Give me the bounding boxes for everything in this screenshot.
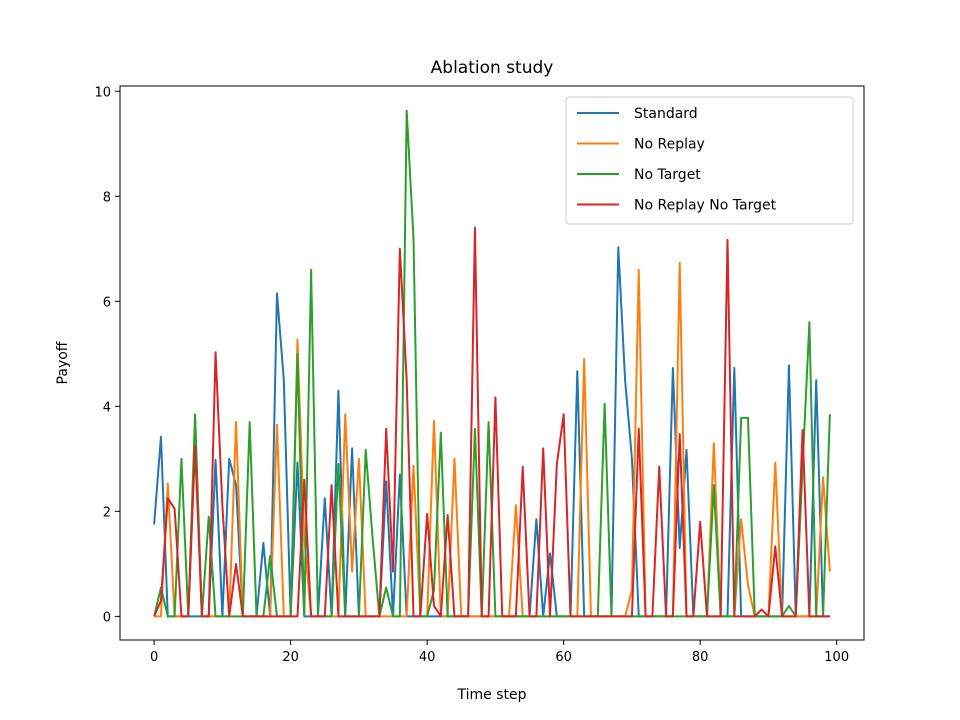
- x-tick-label: 100: [824, 650, 849, 665]
- y-axis: 0 2 4 6 8 10: [94, 85, 120, 625]
- legend: Standard No Replay No Target No Replay No T…: [565, 96, 854, 225]
- x-tick-label: 60: [555, 650, 572, 665]
- legend-label-1: No Replay: [634, 137, 705, 153]
- y-axis-label: Payoff: [55, 341, 71, 384]
- y-tick-label: 4: [103, 400, 111, 415]
- y-tick-label: 10: [94, 85, 111, 100]
- chart-title: Ablation study: [431, 58, 554, 78]
- plot-area: [153, 109, 831, 618]
- x-axis-label: Time step: [457, 687, 527, 703]
- legend-label-2: No Target: [634, 167, 701, 183]
- legend-label-0: Standard: [634, 106, 698, 122]
- x-tick-label: 40: [419, 650, 436, 665]
- x-axis: 0 20 40 60 80 100: [150, 640, 849, 665]
- y-tick-label: 6: [103, 295, 111, 310]
- legend-label-3: No Replay No Target: [634, 198, 777, 214]
- plot-frame: [119, 85, 865, 641]
- x-tick-label: 20: [282, 650, 299, 665]
- x-tick-label: 0: [150, 650, 158, 665]
- y-tick-label: 8: [103, 190, 111, 205]
- x-tick-label: 80: [692, 650, 709, 665]
- series-line-3: [153, 226, 830, 618]
- y-tick-label: 2: [103, 505, 111, 520]
- legend-box: [565, 96, 854, 225]
- y-tick-label: 0: [103, 610, 111, 625]
